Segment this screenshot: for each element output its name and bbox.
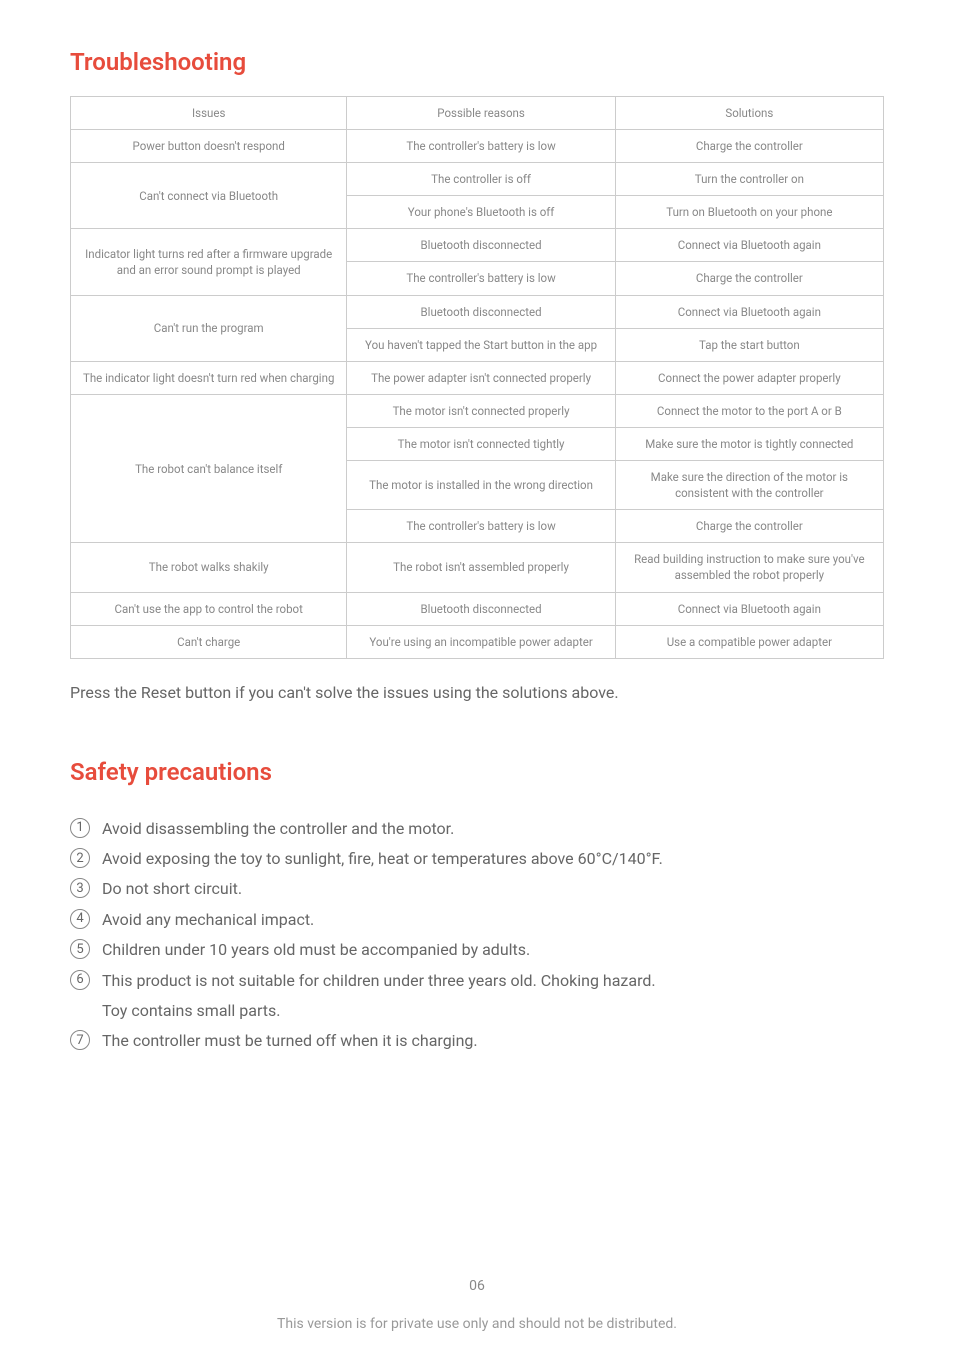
solution-cell: Connect via Bluetooth again bbox=[615, 229, 883, 262]
solution-cell: Turn the controller on bbox=[615, 163, 883, 196]
solution-cell: Use a compatible power adapter bbox=[615, 625, 883, 658]
issue-cell: The indicator light doesn't turn red whe… bbox=[71, 361, 347, 394]
solution-cell: Tap the start button bbox=[615, 328, 883, 361]
issue-cell: Indicator light turns red after a firmwa… bbox=[71, 229, 347, 295]
reason-cell: Bluetooth disconnected bbox=[347, 295, 615, 328]
solutions-header: Solutions bbox=[615, 97, 883, 130]
list-number-icon: 1 bbox=[70, 818, 90, 838]
safety-item: 5Children under 10 years old must be acc… bbox=[70, 935, 884, 965]
safety-item: 4Avoid any mechanical impact. bbox=[70, 905, 884, 935]
solution-cell: Charge the controller bbox=[615, 262, 883, 295]
list-number-icon: 2 bbox=[70, 848, 90, 868]
reason-cell: The controller is off bbox=[347, 163, 615, 196]
list-number-icon: 6 bbox=[70, 970, 90, 990]
issue-cell: Power button doesn't respond bbox=[71, 130, 347, 163]
reason-cell: Bluetooth disconnected bbox=[347, 229, 615, 262]
reason-cell: Bluetooth disconnected bbox=[347, 592, 615, 625]
issue-cell: Can't connect via Bluetooth bbox=[71, 163, 347, 229]
troubleshooting-table: IssuesPossible reasonsSolutions Power but… bbox=[70, 96, 884, 659]
reason-cell: The motor isn't connected tightly bbox=[347, 427, 615, 460]
list-number-icon: 5 bbox=[70, 939, 90, 959]
issue-cell: The robot can't balance itself bbox=[71, 394, 347, 542]
safety-item: 6This product is not suitable for childr… bbox=[70, 966, 884, 1027]
solution-cell: Make sure the direction of the motor is … bbox=[615, 461, 883, 510]
reason-cell: The motor isn't connected properly bbox=[347, 394, 615, 427]
safety-title: Safety precautions bbox=[70, 758, 884, 786]
safety-list: 1Avoid disassembling the controller and … bbox=[70, 814, 884, 1057]
safety-item: 2Avoid exposing the toy to sunlight, fir… bbox=[70, 844, 884, 874]
troubleshooting-note: Press the Reset button if you can't solv… bbox=[70, 683, 884, 702]
solution-cell: Connect the motor to the port A or B bbox=[615, 394, 883, 427]
issue-cell: Can't charge bbox=[71, 625, 347, 658]
reason-cell: The controller's battery is low bbox=[347, 130, 615, 163]
safety-item: 1Avoid disassembling the controller and … bbox=[70, 814, 884, 844]
reasons-header: Possible reasons bbox=[347, 97, 615, 130]
troubleshooting-title: Troubleshooting bbox=[70, 48, 884, 76]
solution-cell: Charge the controller bbox=[615, 510, 883, 543]
reason-cell: The controller's battery is low bbox=[347, 262, 615, 295]
reason-cell: The power adapter isn't connected proper… bbox=[347, 361, 615, 394]
solution-cell: Connect via Bluetooth again bbox=[615, 592, 883, 625]
safety-item-continuation: Toy contains small parts. bbox=[102, 996, 884, 1026]
footer-text: This version is for private use only and… bbox=[0, 1316, 954, 1332]
reason-cell: The motor is installed in the wrong dire… bbox=[347, 461, 615, 510]
reason-cell: The controller's battery is low bbox=[347, 510, 615, 543]
reason-cell: Your phone's Bluetooth is off bbox=[347, 196, 615, 229]
list-number-icon: 4 bbox=[70, 909, 90, 929]
list-number-icon: 3 bbox=[70, 878, 90, 898]
reason-cell: You're using an incompatible power adapt… bbox=[347, 625, 615, 658]
solution-cell: Connect via Bluetooth again bbox=[615, 295, 883, 328]
issue-cell: The robot walks shakily bbox=[71, 543, 347, 592]
reason-cell: The robot isn't assembled properly bbox=[347, 543, 615, 592]
safety-item: 7The controller must be turned off when … bbox=[70, 1026, 884, 1056]
solution-cell: Connect the power adapter properly bbox=[615, 361, 883, 394]
issues-header: Issues bbox=[71, 97, 347, 130]
list-number-icon: 7 bbox=[70, 1030, 90, 1050]
solution-cell: Read building instruction to make sure y… bbox=[615, 543, 883, 592]
solution-cell: Make sure the motor is tightly connected bbox=[615, 427, 883, 460]
solution-cell: Charge the controller bbox=[615, 130, 883, 163]
reason-cell: You haven't tapped the Start button in t… bbox=[347, 328, 615, 361]
safety-item: 3Do not short circuit. bbox=[70, 874, 884, 904]
issue-cell: Can't use the app to control the robot bbox=[71, 592, 347, 625]
solution-cell: Turn on Bluetooth on your phone bbox=[615, 196, 883, 229]
issue-cell: Can't run the program bbox=[71, 295, 347, 361]
page-number: 06 bbox=[0, 1278, 954, 1294]
